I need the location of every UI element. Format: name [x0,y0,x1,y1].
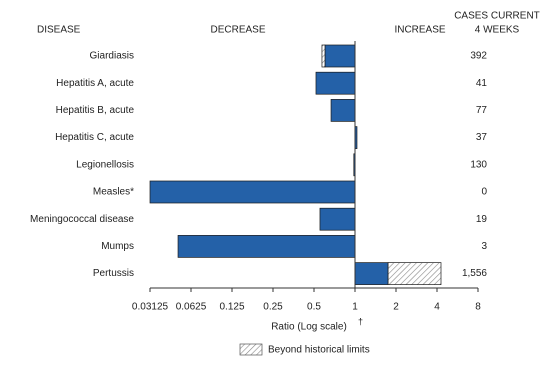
bar [324,44,356,68]
bar [149,180,356,204]
category-label: Hepatitis C, acute [55,132,134,143]
x-tick-label: 0.25 [263,302,283,313]
category-label: Legionellosis [76,159,134,170]
cases-value: 37 [476,132,488,143]
x-axis-label-mark: † [358,316,363,326]
x-tick-label: 2 [393,302,399,313]
x-axis-label: Ratio (Log scale) [271,322,347,333]
header-cases: 4 WEEKS [475,25,520,36]
bar-beyond-limits [387,262,442,285]
bar [354,262,389,285]
header-cases: CASES CURRENT [454,11,540,22]
category-label: Pertussis [93,268,134,279]
category-label: Hepatitis B, acute [56,105,135,116]
bar [315,71,356,95]
bar [330,99,356,122]
category-label: Mumps [101,241,134,252]
legend-swatch [239,343,263,356]
bar [319,207,356,231]
category-label: Meningococcal disease [30,214,134,225]
category-label: Measles* [93,187,134,198]
x-tick-label: 0.5 [307,302,321,313]
x-tick-label: 0.0625 [176,302,207,313]
category-label: Hepatitis A, acute [56,78,134,89]
x-tick-label: 1 [352,302,358,313]
legend-label: Beyond historical limits [268,345,370,356]
header-disease: DISEASE [37,25,81,36]
cases-value: 130 [470,159,487,170]
bar-beyond-limits [321,44,326,68]
cases-value: 0 [481,187,487,198]
cases-value: 19 [476,214,488,225]
cases-value: 77 [476,105,488,116]
category-label: Giardiasis [90,51,134,62]
cases-value: 41 [476,78,488,89]
x-tick-label: 0.03125 [132,302,169,313]
bar [177,235,356,258]
header-decrease: DECREASE [210,25,265,36]
x-tick-label: 4 [434,302,440,313]
x-tick-label: 8 [475,302,481,313]
header-increase: INCREASE [394,25,445,36]
x-tick-label: 0.125 [219,302,244,313]
cases-value: 3 [481,241,487,252]
cases-value: 1,556 [462,268,487,279]
cases-value: 392 [470,51,487,62]
